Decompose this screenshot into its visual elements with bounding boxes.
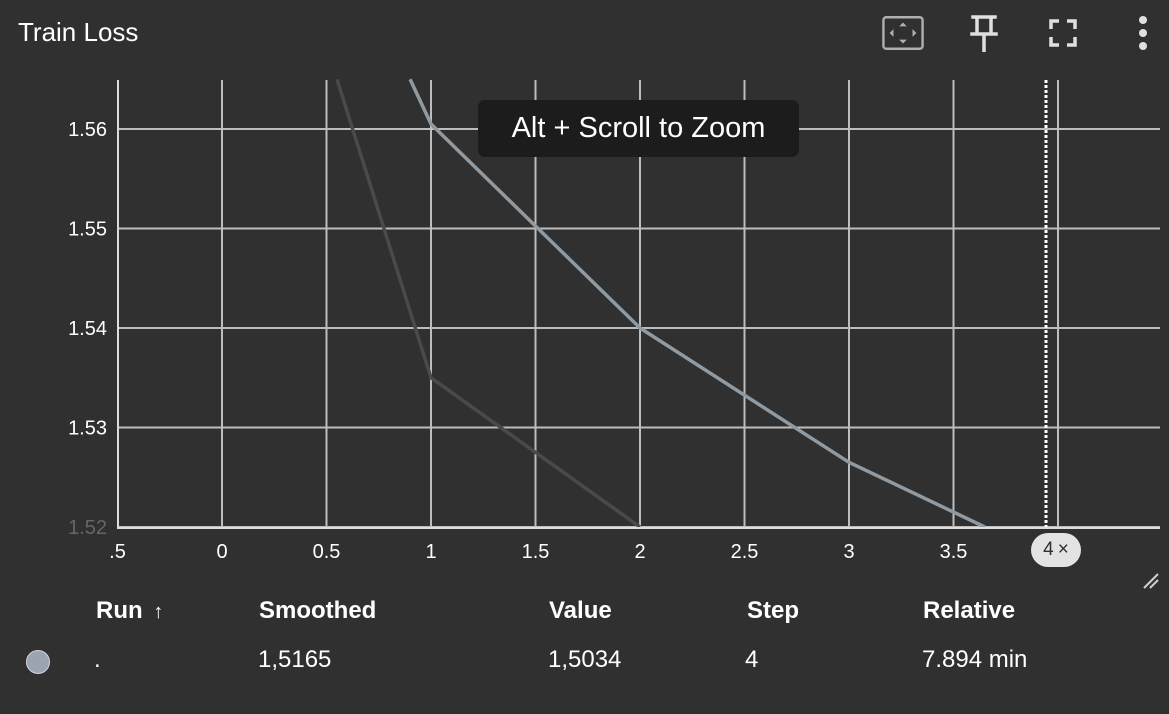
- cell-step: 4: [745, 646, 759, 673]
- column-header-smoothed[interactable]: Smoothed: [259, 597, 377, 624]
- close-icon[interactable]: ×: [1057, 539, 1069, 560]
- x-tick-label: 0.5: [313, 541, 341, 563]
- column-header-relative[interactable]: Relative: [923, 597, 1016, 624]
- step-chip-label: 4: [1043, 539, 1054, 560]
- pin-icon: [970, 15, 998, 52]
- x-tick-label: 3.5: [940, 541, 968, 563]
- x-tick-label: .5: [109, 541, 126, 563]
- more-options-button[interactable]: [1122, 14, 1164, 52]
- fit-domain-icon: [882, 16, 924, 50]
- cell-relative: 7.894 min: [922, 646, 1028, 673]
- sort-arrow-icon: ↑: [153, 601, 164, 623]
- column-header-run[interactable]: Run ↑: [96, 597, 163, 625]
- y-tick-label: 1.52: [68, 517, 107, 539]
- y-tick-label: 1.53: [68, 418, 107, 440]
- run-header-label: Run: [96, 597, 143, 624]
- column-header-step[interactable]: Step: [747, 597, 800, 624]
- chart-title: Train Loss: [18, 17, 139, 47]
- smoothed-series-line: [408, 78, 986, 529]
- more-vert-icon: [1139, 16, 1147, 50]
- raw-series-line: [335, 78, 642, 529]
- zoom-hint-tooltip: Alt + Scroll to Zoom: [478, 100, 799, 157]
- resize-handle-icon[interactable]: [1140, 570, 1160, 590]
- column-header-value[interactable]: Value: [549, 597, 612, 624]
- fullscreen-button[interactable]: [1042, 14, 1084, 52]
- y-tick-label: 1.55: [68, 219, 107, 241]
- fit-domain-button[interactable]: [882, 14, 924, 52]
- x-tick-label: 1.5: [522, 541, 550, 563]
- cell-smoothed: 1,5165: [258, 646, 332, 673]
- y-tick-label: 1.56: [68, 119, 107, 141]
- x-tick-label: 0: [216, 541, 227, 563]
- cell-value: 1,5034: [548, 646, 622, 673]
- cell-run: .: [94, 646, 101, 673]
- fullscreen-icon: [1049, 19, 1077, 47]
- run-color-dot: [26, 650, 50, 674]
- x-tick-label: 1: [425, 541, 436, 563]
- x-tick-label: 3: [843, 541, 854, 563]
- pin-button[interactable]: [963, 14, 1005, 52]
- step-marker-chip[interactable]: 4 ×: [1031, 533, 1081, 567]
- x-tick-label: 2: [634, 541, 645, 563]
- x-tick-label: 2.5: [731, 541, 759, 563]
- y-tick-label: 1.54: [68, 318, 107, 340]
